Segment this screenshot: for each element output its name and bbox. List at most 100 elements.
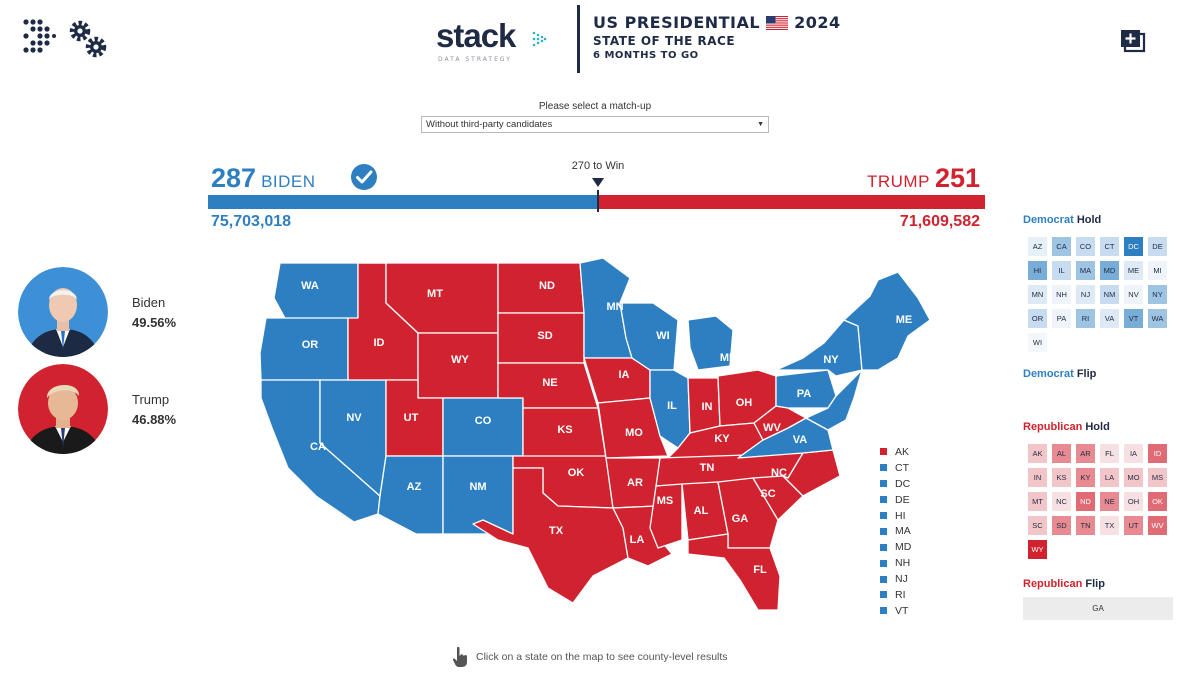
pointer-hand-icon bbox=[452, 646, 467, 667]
state-tile[interactable]: VA bbox=[1100, 309, 1119, 328]
dem-popular-votes: 75,703,018 bbox=[211, 213, 292, 230]
state-tile[interactable]: SC bbox=[1028, 516, 1047, 535]
state-tile[interactable]: NY bbox=[1148, 285, 1167, 304]
status-label: Flip bbox=[1076, 368, 1097, 380]
state-tile[interactable]: NH bbox=[1052, 285, 1071, 304]
state-tile[interactable]: OH bbox=[1124, 492, 1143, 511]
state-ms[interactable] bbox=[649, 483, 683, 549]
title-text: US PRESIDENTIAL bbox=[593, 13, 761, 32]
state-tile[interactable]: DE bbox=[1148, 237, 1167, 256]
win-marker-icon bbox=[592, 178, 604, 187]
state-tile[interactable]: TN bbox=[1076, 516, 1095, 535]
state-tile[interactable]: RI bbox=[1076, 309, 1095, 328]
small-state-item[interactable]: MD bbox=[880, 539, 911, 555]
small-state-label: NJ bbox=[895, 573, 908, 586]
state-tile[interactable]: IL bbox=[1052, 261, 1071, 280]
state-tile[interactable]: WY bbox=[1028, 540, 1047, 559]
state-ny[interactable] bbox=[775, 319, 863, 377]
state-tile[interactable]: AR bbox=[1076, 444, 1095, 463]
map-state-label: CO bbox=[475, 415, 492, 427]
small-state-label: DE bbox=[895, 493, 910, 506]
state-tile[interactable]: AZ bbox=[1028, 237, 1047, 256]
small-state-item[interactable]: DE bbox=[880, 492, 911, 508]
state-tile[interactable]: NM bbox=[1100, 285, 1119, 304]
state-tile[interactable]: LA bbox=[1100, 468, 1119, 487]
us-election-map[interactable]: WA OR CA NV ID MT WY UT AZ CO NM ND SD NE KS OK TX MN IA MO… bbox=[258, 258, 930, 610]
state-tile[interactable]: FL bbox=[1100, 444, 1119, 463]
state-tile[interactable]: UT bbox=[1124, 516, 1143, 535]
party-color-swatch bbox=[880, 591, 887, 599]
small-state-item[interactable]: DC bbox=[880, 476, 911, 492]
state-az[interactable] bbox=[377, 455, 444, 535]
state-tile[interactable]: MN bbox=[1028, 285, 1047, 304]
state-tile[interactable]: MT bbox=[1028, 492, 1047, 511]
state-tile[interactable]: IA bbox=[1124, 444, 1143, 463]
small-state-item[interactable]: MA bbox=[880, 523, 911, 539]
state-tile[interactable]: WI bbox=[1028, 333, 1047, 352]
state-tile[interactable]: SD bbox=[1052, 516, 1071, 535]
title-main: US PRESIDENTIAL 2024 bbox=[593, 13, 841, 32]
map-state-label: AZ bbox=[407, 481, 422, 493]
state-mo[interactable] bbox=[597, 397, 669, 459]
logo-dots-icon[interactable] bbox=[22, 18, 56, 58]
state-tile[interactable]: ID bbox=[1148, 444, 1167, 463]
expand-icon[interactable] bbox=[1120, 29, 1146, 53]
matchup-dropdown[interactable]: Without third-party candidates ▼ bbox=[421, 116, 769, 133]
state-tile[interactable]: WV bbox=[1148, 516, 1167, 535]
state-new-england[interactable] bbox=[843, 271, 930, 371]
state-tile[interactable]: MS bbox=[1148, 468, 1167, 487]
gears-icon[interactable] bbox=[66, 18, 110, 62]
state-tile[interactable]: WA bbox=[1148, 309, 1167, 328]
map-state-label: ME bbox=[896, 314, 913, 326]
brand-name: stack bbox=[436, 17, 516, 54]
candidate-name: Biden bbox=[132, 295, 166, 310]
state-tile[interactable]: KY bbox=[1076, 468, 1095, 487]
avatar bbox=[18, 267, 108, 357]
small-state-item[interactable]: NH bbox=[880, 555, 911, 571]
state-tile[interactable]: MD bbox=[1100, 261, 1119, 280]
map-state-label: AL bbox=[694, 505, 709, 517]
state-tile[interactable]: CA bbox=[1052, 237, 1071, 256]
state-tile[interactable]: ND bbox=[1076, 492, 1095, 511]
state-mid-atlantic[interactable] bbox=[805, 369, 863, 431]
state-tile[interactable]: CO bbox=[1076, 237, 1095, 256]
state-tile[interactable]: ME bbox=[1124, 261, 1143, 280]
state-fl[interactable] bbox=[687, 533, 781, 610]
small-state-item[interactable]: VT bbox=[880, 603, 911, 619]
map-state-label: FL bbox=[753, 564, 767, 576]
small-state-item[interactable]: NJ bbox=[880, 571, 911, 587]
state-tile[interactable]: DC bbox=[1124, 237, 1143, 256]
small-state-item[interactable]: AK bbox=[880, 444, 911, 460]
status-label: Hold bbox=[1085, 421, 1110, 433]
state-tx[interactable] bbox=[472, 467, 629, 604]
small-state-item[interactable]: CT bbox=[880, 460, 911, 476]
dashboard-title: US PRESIDENTIAL 2024 STATE OF THE RACE 6… bbox=[593, 13, 841, 61]
state-tile[interactable]: NC bbox=[1052, 492, 1071, 511]
state-tile[interactable]: VT bbox=[1124, 309, 1143, 328]
state-mi[interactable] bbox=[687, 315, 734, 371]
map-state-label: MI bbox=[720, 352, 732, 364]
state-tile[interactable]: MI bbox=[1148, 261, 1167, 280]
state-tile[interactable]: AK bbox=[1028, 444, 1047, 463]
rep-flip-state-ga[interactable]: GA bbox=[1023, 597, 1173, 620]
state-tile[interactable]: HI bbox=[1028, 261, 1047, 280]
state-tile[interactable]: AL bbox=[1052, 444, 1071, 463]
small-state-item[interactable]: HI bbox=[880, 508, 911, 524]
state-tile[interactable]: PA bbox=[1052, 309, 1071, 328]
state-tile[interactable]: NV bbox=[1124, 285, 1143, 304]
state-tile[interactable]: NJ bbox=[1076, 285, 1095, 304]
state-tile[interactable]: MO bbox=[1124, 468, 1143, 487]
state-tile[interactable]: MA bbox=[1076, 261, 1095, 280]
party-color-swatch bbox=[880, 575, 887, 583]
state-tile[interactable]: TX bbox=[1100, 516, 1119, 535]
state-tile[interactable]: OR bbox=[1028, 309, 1047, 328]
small-state-item[interactable]: RI bbox=[880, 587, 911, 603]
state-tile[interactable]: NE bbox=[1100, 492, 1119, 511]
state-co[interactable] bbox=[442, 397, 524, 457]
dem-candidate-label: BIDEN bbox=[261, 172, 316, 191]
state-tile[interactable]: CT bbox=[1100, 237, 1119, 256]
state-tile[interactable]: IN bbox=[1028, 468, 1047, 487]
state-tile[interactable]: OK bbox=[1148, 492, 1167, 511]
map-state-label: MS bbox=[657, 495, 674, 507]
state-tile[interactable]: KS bbox=[1052, 468, 1071, 487]
